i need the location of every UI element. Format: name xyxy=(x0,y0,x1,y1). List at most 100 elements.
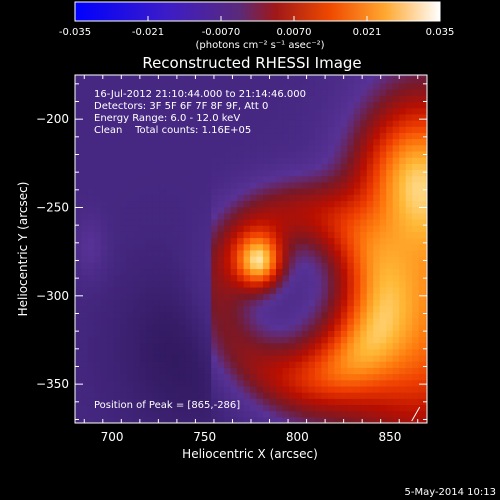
heatmap-cell xyxy=(288,385,297,393)
heatmap-cell xyxy=(75,225,83,232)
heatmap-cell xyxy=(198,249,206,257)
heatmap-cell xyxy=(353,225,361,232)
heatmap-cell xyxy=(340,126,348,134)
heatmap-cell xyxy=(373,89,381,96)
heatmap-cell xyxy=(373,274,381,282)
heatmap-cell xyxy=(230,336,238,344)
heatmap-cell xyxy=(399,262,407,270)
heatmap-cell xyxy=(353,311,361,319)
heatmap-cell xyxy=(152,348,160,356)
heatmap-cell xyxy=(224,274,232,282)
heatmap-cell xyxy=(146,243,154,251)
heatmap-cell xyxy=(217,392,225,399)
heatmap-cell xyxy=(165,330,173,338)
heatmap-cell xyxy=(386,237,394,245)
heatmap-cell xyxy=(373,120,381,127)
heatmap-cell xyxy=(146,150,154,158)
heatmap-cell xyxy=(347,299,355,307)
heatmap-cell xyxy=(146,212,154,220)
heatmap-cell xyxy=(288,280,297,288)
heatmap-cell xyxy=(87,249,96,257)
heatmap-cell xyxy=(308,280,316,288)
annotation-time-range: 16-Jul-2012 21:10:44.000 to 21:14:46.000 xyxy=(94,89,306,100)
heatmap-cell xyxy=(172,392,180,399)
heatmap-cell xyxy=(146,144,154,152)
heatmap-cell xyxy=(75,95,83,103)
heatmap-cell xyxy=(178,82,186,90)
heatmap-cell xyxy=(211,324,219,331)
heatmap-cell xyxy=(178,293,186,300)
heatmap-cell xyxy=(295,256,303,263)
heatmap-cell xyxy=(113,206,121,214)
heatmap-cell xyxy=(113,330,121,338)
heatmap-cell xyxy=(399,120,407,127)
heatmap-cell xyxy=(425,107,427,115)
heatmap-cell xyxy=(321,206,329,214)
heatmap-cell xyxy=(230,200,238,208)
heatmap-cell xyxy=(418,373,426,381)
heatmap-cell xyxy=(204,348,212,356)
heatmap-cell xyxy=(392,75,400,78)
heatmap-cell xyxy=(360,330,368,338)
heatmap-cell xyxy=(373,225,381,232)
heatmap-cell xyxy=(172,311,180,319)
heatmap-cell xyxy=(250,398,258,406)
heatmap-cell xyxy=(113,89,121,96)
heatmap-cell xyxy=(392,324,400,331)
heatmap-cell xyxy=(211,256,219,263)
heatmap-cell xyxy=(243,107,251,115)
heatmap-cell xyxy=(211,243,219,251)
heatmap-cell xyxy=(159,206,167,214)
heatmap-cell xyxy=(282,249,290,257)
heatmap-cell xyxy=(386,169,394,177)
heatmap-cell xyxy=(185,336,193,344)
heatmap-cell xyxy=(211,76,219,84)
heatmap-cell xyxy=(185,256,193,263)
heatmap-cell xyxy=(301,385,310,393)
heatmap-cell xyxy=(295,89,303,96)
heatmap-cell xyxy=(198,305,206,313)
heatmap-cell xyxy=(126,126,134,134)
heatmap-cell xyxy=(159,293,167,300)
heatmap-cell xyxy=(237,324,245,331)
heatmap-cell xyxy=(373,144,381,152)
heatmap-cell xyxy=(412,311,420,319)
heatmap-cell xyxy=(81,237,89,245)
heatmap-cell xyxy=(392,354,400,362)
heatmap-cell xyxy=(126,206,134,214)
heatmap-cell xyxy=(211,157,219,164)
heatmap-cell xyxy=(288,243,297,251)
heatmap-cell xyxy=(250,305,258,313)
heatmap-cell xyxy=(392,243,400,251)
heatmap-cell xyxy=(94,404,102,412)
heatmap-cell xyxy=(256,144,264,152)
heatmap-cell xyxy=(373,379,381,387)
heatmap-cell xyxy=(250,299,258,307)
heatmap-cell xyxy=(230,330,238,338)
heatmap-cell xyxy=(301,95,310,103)
heatmap-cell xyxy=(399,293,407,300)
heatmap-cell xyxy=(269,410,277,418)
heatmap-cell xyxy=(340,75,348,78)
heatmap-cell xyxy=(217,163,225,171)
heatmap-cell xyxy=(425,194,427,202)
heatmap-cell xyxy=(276,293,284,300)
heatmap-cell xyxy=(340,157,348,164)
heatmap-cell xyxy=(347,324,355,331)
heatmap-cell xyxy=(288,311,297,319)
heatmap-cell xyxy=(386,373,394,381)
heatmap-cell xyxy=(165,212,173,220)
heatmap-cell xyxy=(399,256,407,263)
heatmap-cell xyxy=(139,280,147,288)
heatmap-cell xyxy=(146,280,154,288)
heatmap-cell xyxy=(308,212,316,220)
heatmap-cell xyxy=(198,416,206,423)
heatmap-cell xyxy=(353,268,361,276)
heatmap-cell xyxy=(334,410,342,418)
heatmap-cell xyxy=(386,200,394,208)
heatmap-cell xyxy=(211,274,219,282)
heatmap-cell xyxy=(139,342,147,350)
heatmap-cell xyxy=(327,194,335,202)
heatmap-cell xyxy=(327,101,335,109)
heatmap-cell xyxy=(418,126,426,134)
